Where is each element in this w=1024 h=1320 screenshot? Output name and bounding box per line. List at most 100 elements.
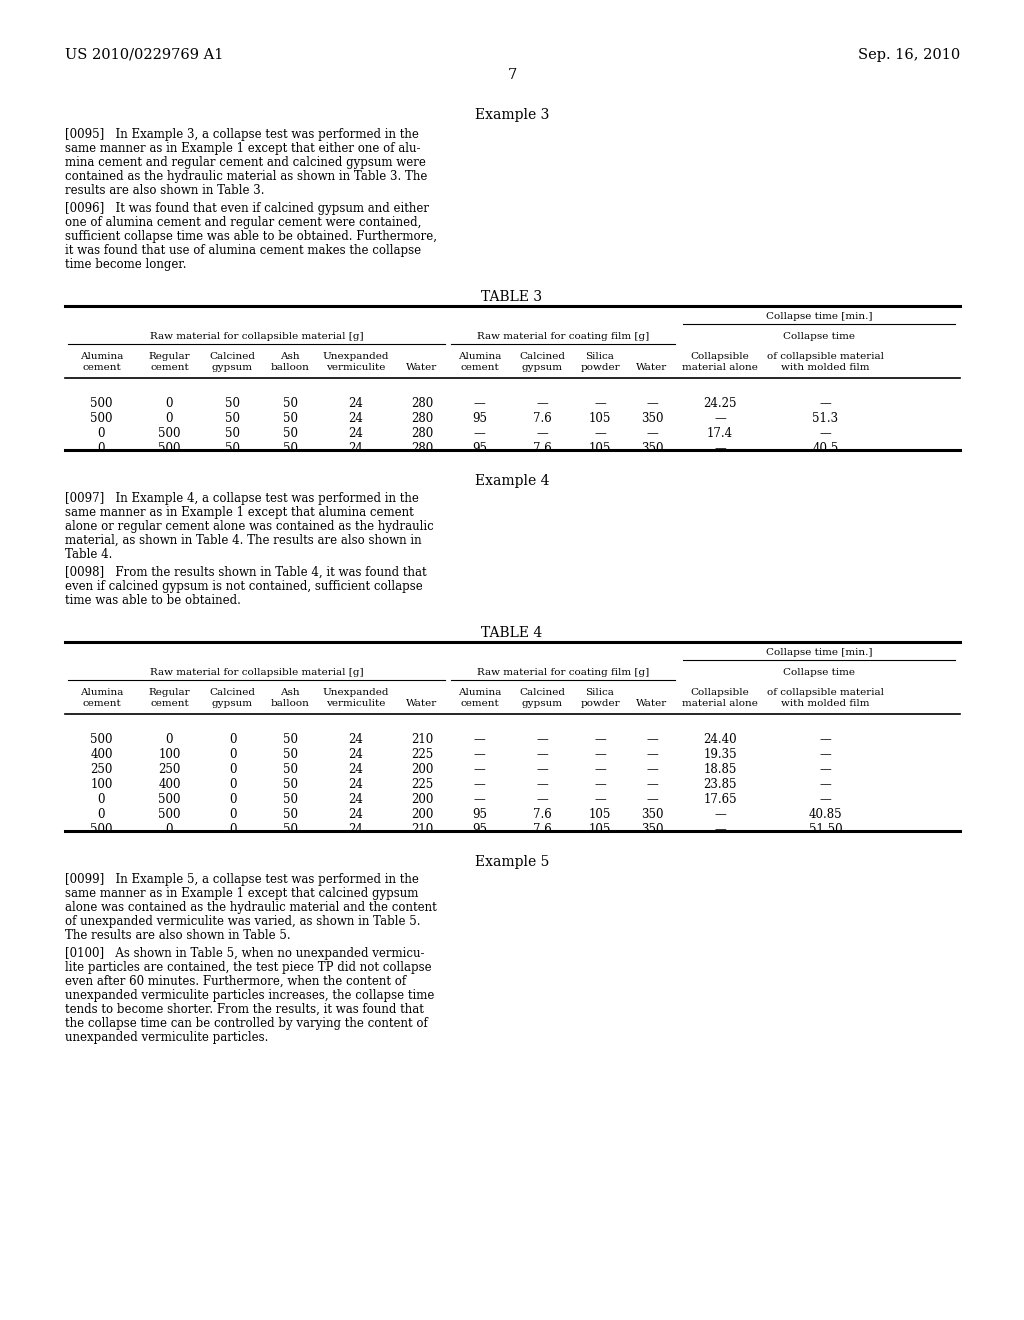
Text: 200: 200 bbox=[411, 763, 433, 776]
Text: 23.85: 23.85 bbox=[703, 777, 736, 791]
Text: 51.50: 51.50 bbox=[809, 822, 843, 836]
Text: 50: 50 bbox=[283, 397, 298, 411]
Text: 500: 500 bbox=[159, 442, 181, 455]
Text: —: — bbox=[646, 763, 657, 776]
Text: 7.6: 7.6 bbox=[534, 442, 552, 455]
Text: 50: 50 bbox=[283, 748, 298, 762]
Text: 210: 210 bbox=[411, 733, 433, 746]
Text: 280: 280 bbox=[411, 412, 433, 425]
Text: 50: 50 bbox=[283, 793, 298, 807]
Text: gypsum: gypsum bbox=[522, 363, 563, 372]
Text: Silica: Silica bbox=[586, 688, 614, 697]
Text: —: — bbox=[819, 748, 831, 762]
Text: of unexpanded vermiculite was varied, as shown in Table 5.: of unexpanded vermiculite was varied, as… bbox=[65, 915, 421, 928]
Text: unexpanded vermiculite particles.: unexpanded vermiculite particles. bbox=[65, 1031, 268, 1044]
Text: —: — bbox=[594, 748, 606, 762]
Text: 105: 105 bbox=[589, 808, 611, 821]
Text: —: — bbox=[474, 733, 485, 746]
Text: —: — bbox=[474, 793, 485, 807]
Text: 24: 24 bbox=[348, 412, 364, 425]
Text: 500: 500 bbox=[159, 426, 181, 440]
Text: 0: 0 bbox=[97, 442, 105, 455]
Text: 105: 105 bbox=[589, 442, 611, 455]
Text: 280: 280 bbox=[411, 397, 433, 411]
Text: gypsum: gypsum bbox=[212, 700, 253, 708]
Text: 500: 500 bbox=[90, 412, 113, 425]
Text: cement: cement bbox=[151, 700, 188, 708]
Text: —: — bbox=[537, 763, 549, 776]
Text: —: — bbox=[819, 763, 831, 776]
Text: Raw material for coating film [g]: Raw material for coating film [g] bbox=[477, 668, 649, 677]
Text: —: — bbox=[594, 777, 606, 791]
Text: —: — bbox=[474, 777, 485, 791]
Text: 50: 50 bbox=[283, 822, 298, 836]
Text: 0: 0 bbox=[228, 733, 237, 746]
Text: with molded film: with molded film bbox=[781, 700, 869, 708]
Text: 7: 7 bbox=[507, 69, 517, 82]
Text: 350: 350 bbox=[641, 442, 664, 455]
Text: —: — bbox=[714, 808, 726, 821]
Text: 40.85: 40.85 bbox=[809, 808, 843, 821]
Text: 250: 250 bbox=[90, 763, 113, 776]
Text: —: — bbox=[819, 397, 831, 411]
Text: lite particles are contained, the test piece TP did not collapse: lite particles are contained, the test p… bbox=[65, 961, 432, 974]
Text: time become longer.: time become longer. bbox=[65, 257, 186, 271]
Text: 40.5: 40.5 bbox=[812, 442, 839, 455]
Text: alone or regular cement alone was contained as the hydraulic: alone or regular cement alone was contai… bbox=[65, 520, 434, 533]
Text: 24: 24 bbox=[348, 763, 364, 776]
Text: vermiculite: vermiculite bbox=[327, 700, 386, 708]
Text: cement: cement bbox=[82, 363, 121, 372]
Text: 400: 400 bbox=[159, 777, 181, 791]
Text: the collapse time can be controlled by varying the content of: the collapse time can be controlled by v… bbox=[65, 1016, 428, 1030]
Text: [0100]   As shown in Table 5, when no unexpanded vermicu-: [0100] As shown in Table 5, when no unex… bbox=[65, 946, 425, 960]
Text: material, as shown in Table 4. The results are also shown in: material, as shown in Table 4. The resul… bbox=[65, 535, 422, 546]
Text: Collapsible: Collapsible bbox=[690, 688, 750, 697]
Text: —: — bbox=[819, 793, 831, 807]
Text: 50: 50 bbox=[283, 777, 298, 791]
Text: one of alumina cement and regular cement were contained,: one of alumina cement and regular cement… bbox=[65, 216, 421, 228]
Text: —: — bbox=[474, 397, 485, 411]
Text: 350: 350 bbox=[641, 822, 664, 836]
Text: 105: 105 bbox=[589, 412, 611, 425]
Text: 400: 400 bbox=[90, 748, 113, 762]
Text: Ash: Ash bbox=[281, 352, 300, 360]
Text: Water: Water bbox=[636, 700, 668, 708]
Text: 200: 200 bbox=[411, 793, 433, 807]
Text: Alumina: Alumina bbox=[80, 688, 123, 697]
Text: 210: 210 bbox=[411, 822, 433, 836]
Text: 24.40: 24.40 bbox=[703, 733, 737, 746]
Text: sufficient collapse time was able to be obtained. Furthermore,: sufficient collapse time was able to be … bbox=[65, 230, 437, 243]
Text: 95: 95 bbox=[472, 412, 487, 425]
Text: —: — bbox=[646, 777, 657, 791]
Text: 51.3: 51.3 bbox=[812, 412, 839, 425]
Text: material alone: material alone bbox=[682, 363, 758, 372]
Text: results are also shown in Table 3.: results are also shown in Table 3. bbox=[65, 183, 264, 197]
Text: 50: 50 bbox=[225, 412, 240, 425]
Text: gypsum: gypsum bbox=[212, 363, 253, 372]
Text: time was able to be obtained.: time was able to be obtained. bbox=[65, 594, 241, 607]
Text: Ash: Ash bbox=[281, 688, 300, 697]
Text: same manner as in Example 1 except that calcined gypsum: same manner as in Example 1 except that … bbox=[65, 887, 419, 900]
Text: Water: Water bbox=[407, 363, 437, 372]
Text: —: — bbox=[594, 426, 606, 440]
Text: 100: 100 bbox=[159, 748, 180, 762]
Text: 105: 105 bbox=[589, 822, 611, 836]
Text: Alumina: Alumina bbox=[80, 352, 123, 360]
Text: 24: 24 bbox=[348, 808, 364, 821]
Text: Water: Water bbox=[636, 363, 668, 372]
Text: —: — bbox=[714, 412, 726, 425]
Text: same manner as in Example 1 except that alumina cement: same manner as in Example 1 except that … bbox=[65, 506, 414, 519]
Text: 24: 24 bbox=[348, 822, 364, 836]
Text: TABLE 4: TABLE 4 bbox=[481, 626, 543, 640]
Text: Alumina: Alumina bbox=[458, 688, 501, 697]
Text: 50: 50 bbox=[283, 808, 298, 821]
Text: 0: 0 bbox=[228, 748, 237, 762]
Text: [0096]   It was found that even if calcined gypsum and either: [0096] It was found that even if calcine… bbox=[65, 202, 429, 215]
Text: —: — bbox=[537, 793, 549, 807]
Text: —: — bbox=[594, 397, 606, 411]
Text: Unexpanded: Unexpanded bbox=[323, 352, 389, 360]
Text: balloon: balloon bbox=[270, 700, 309, 708]
Text: —: — bbox=[537, 733, 549, 746]
Text: tends to become shorter. From the results, it was found that: tends to become shorter. From the result… bbox=[65, 1003, 424, 1016]
Text: The results are also shown in Table 5.: The results are also shown in Table 5. bbox=[65, 929, 291, 942]
